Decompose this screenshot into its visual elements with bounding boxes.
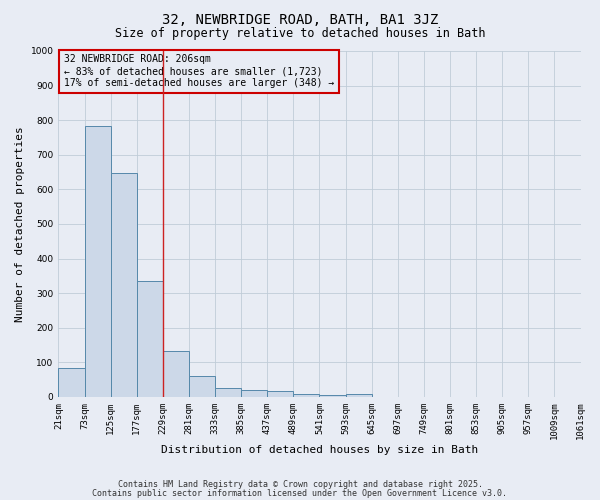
Bar xyxy=(215,388,241,397)
Text: Size of property relative to detached houses in Bath: Size of property relative to detached ho… xyxy=(115,28,485,40)
Bar xyxy=(137,281,163,397)
Text: 32, NEWBRIDGE ROAD, BATH, BA1 3JZ: 32, NEWBRIDGE ROAD, BATH, BA1 3JZ xyxy=(162,12,438,26)
Bar xyxy=(58,368,85,397)
Bar xyxy=(293,394,319,397)
Bar xyxy=(319,395,346,397)
Text: Contains public sector information licensed under the Open Government Licence v3: Contains public sector information licen… xyxy=(92,488,508,498)
Bar xyxy=(163,351,189,397)
Text: Contains HM Land Registry data © Crown copyright and database right 2025.: Contains HM Land Registry data © Crown c… xyxy=(118,480,482,489)
X-axis label: Distribution of detached houses by size in Bath: Distribution of detached houses by size … xyxy=(161,445,478,455)
Bar xyxy=(241,390,267,397)
Text: 32 NEWBRIDGE ROAD: 206sqm
← 83% of detached houses are smaller (1,723)
17% of se: 32 NEWBRIDGE ROAD: 206sqm ← 83% of detac… xyxy=(64,54,334,88)
Y-axis label: Number of detached properties: Number of detached properties xyxy=(15,126,25,322)
Bar xyxy=(189,376,215,397)
Bar xyxy=(346,394,371,397)
Bar xyxy=(85,126,110,397)
Bar xyxy=(110,173,137,397)
Bar xyxy=(267,391,293,397)
